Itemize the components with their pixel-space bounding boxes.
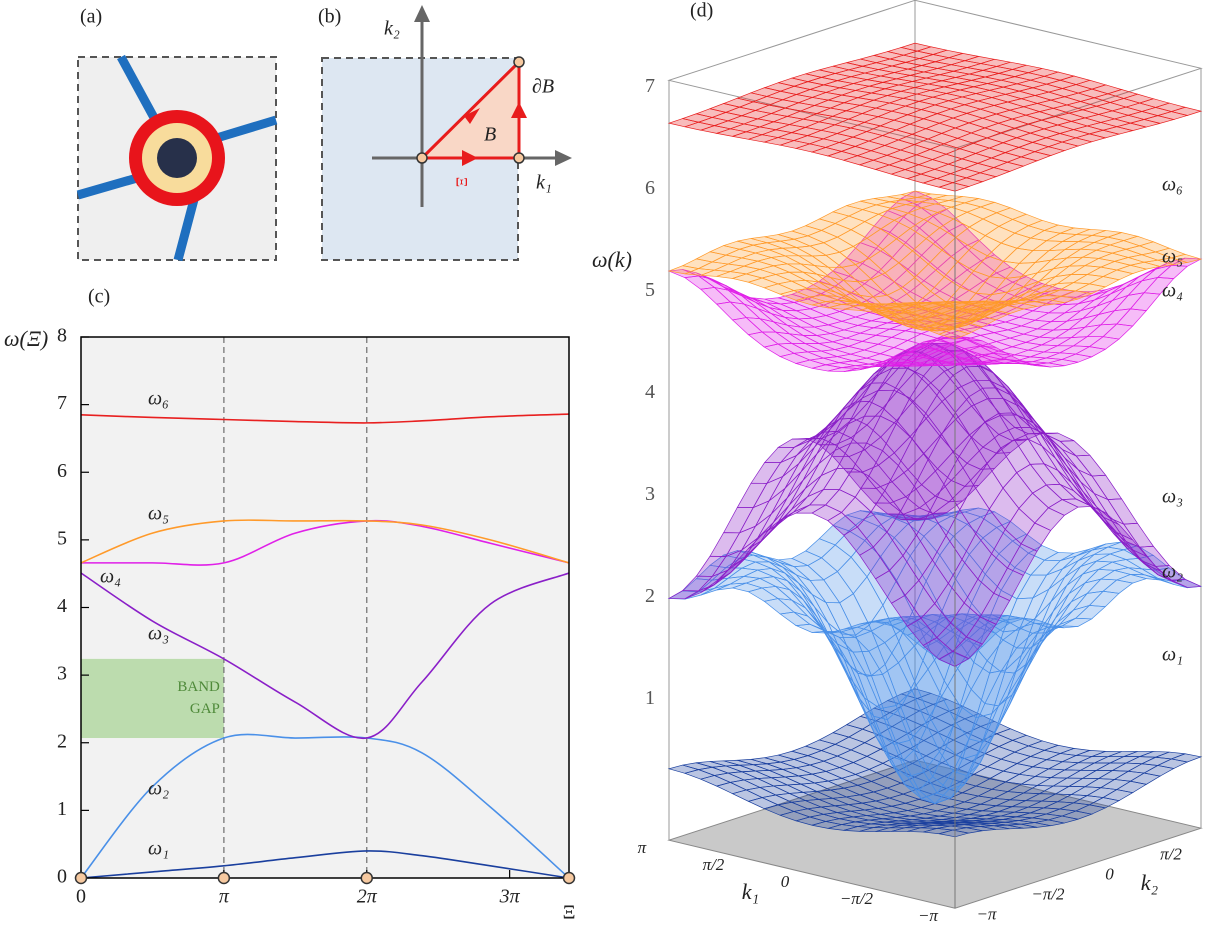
arrowhead — [414, 5, 430, 22]
z-tick-label: 1 — [645, 687, 655, 709]
k1-tick-label: π — [638, 838, 647, 857]
symmetry-point — [218, 873, 229, 884]
z-tick-label: 5 — [645, 279, 655, 301]
k1-tick-label: −π/2 — [840, 889, 874, 908]
band-label: ω₄ — [100, 566, 121, 588]
z-tick-label: 6 — [645, 177, 655, 199]
symmetry-point — [76, 873, 87, 884]
region-label: B — [484, 124, 496, 146]
symmetry-point — [514, 153, 524, 163]
k1-tick-label: π/2 — [703, 855, 725, 874]
band-label: ω₃ — [148, 623, 169, 645]
k2-tick-label: −π — [976, 905, 996, 924]
axis-label: k₂ — [384, 18, 400, 40]
panel-label: (b) — [318, 6, 341, 28]
k2-tick-label: 0 — [1105, 865, 1114, 884]
y-tick-label: 8 — [57, 325, 67, 347]
band-structure-chart: BAND GAP 0 1 2 3 4 5 6 7 8 0 π 2π 3π Ξω(Ξ) ω₁ ω₂ ω₃ ω₄ ω₅ ω₆ — [4, 325, 575, 924]
k2-tick-label: −π/2 — [1031, 885, 1065, 904]
panel-label: (d) — [690, 0, 713, 22]
band-label: ω₆ — [148, 388, 169, 410]
z-tick-label: 3 — [645, 483, 655, 505]
x-tick-label: 2π — [357, 886, 378, 908]
y-tick-label: 6 — [57, 460, 67, 482]
band-gap-label: BAND — [177, 679, 220, 695]
z-tick-label: 2 — [645, 585, 655, 607]
x-tick-label: 0 — [76, 886, 86, 908]
band-label: ω₅ — [148, 503, 169, 525]
k1-tick-label: −π — [918, 906, 938, 925]
band-label: ω₄ — [1162, 280, 1183, 302]
k1-tick-label: 0 — [781, 872, 790, 891]
band-surface-plot: 1 2 3 4 5 6 7 ω(k) ω₁ ω₂ ω₃ ω₄ ω₅ ω₆ π π/2 0 −π/2 −π −π −π/2… — [592, 0, 1219, 925]
symmetry-point — [361, 873, 372, 884]
band-label: ω₁ — [148, 838, 169, 860]
k2-label: k₂ — [1141, 870, 1159, 895]
core — [157, 138, 197, 178]
figure: (a) (b) k₂ k₁ ∂B B Ξ (c) BAND GAP 0 1 2 3 4 5 6 7… — [0, 0, 1219, 925]
y-tick-label: 0 — [57, 866, 67, 888]
band-label: ω₅ — [1162, 246, 1183, 268]
y-tick-label: 2 — [57, 730, 67, 752]
panel-label: (c) — [88, 286, 110, 308]
x-tick-label: 3π — [499, 886, 521, 908]
symmetry-point — [514, 57, 524, 67]
x-axis-label: Ξ — [563, 902, 576, 924]
k2-tick-label: π/2 — [1160, 845, 1182, 864]
y-tick-label: 4 — [57, 595, 67, 617]
symmetry-point — [417, 153, 427, 163]
z-tick-label: 4 — [645, 381, 655, 403]
k1-label: k₁ — [742, 879, 759, 904]
boundary-label: ∂B — [532, 76, 554, 98]
y-tick-label: 3 — [57, 663, 67, 685]
band-gap — [81, 659, 224, 738]
y-tick-label: 5 — [57, 527, 67, 549]
arrowhead — [555, 150, 572, 166]
path-label: Ξ — [452, 177, 469, 187]
band-label: ω₂ — [1162, 561, 1183, 583]
symmetry-point — [564, 873, 575, 884]
panel-label: (a) — [80, 6, 102, 28]
x-tick-label: π — [219, 886, 230, 908]
band-label: ω₂ — [148, 778, 169, 800]
y-tick-label: 1 — [57, 798, 67, 820]
z-tick-label: 7 — [645, 75, 655, 97]
band-label: ω₁ — [1162, 644, 1183, 666]
axis-label: k₁ — [536, 172, 552, 194]
band-label: ω₆ — [1162, 174, 1183, 196]
z-axis-label: ω(k) — [592, 247, 632, 272]
y-tick-label: 7 — [57, 392, 67, 414]
band-gap-label: GAP — [190, 701, 220, 717]
y-axis-label: ω(Ξ) — [4, 326, 48, 351]
band-label: ω₃ — [1162, 486, 1183, 508]
